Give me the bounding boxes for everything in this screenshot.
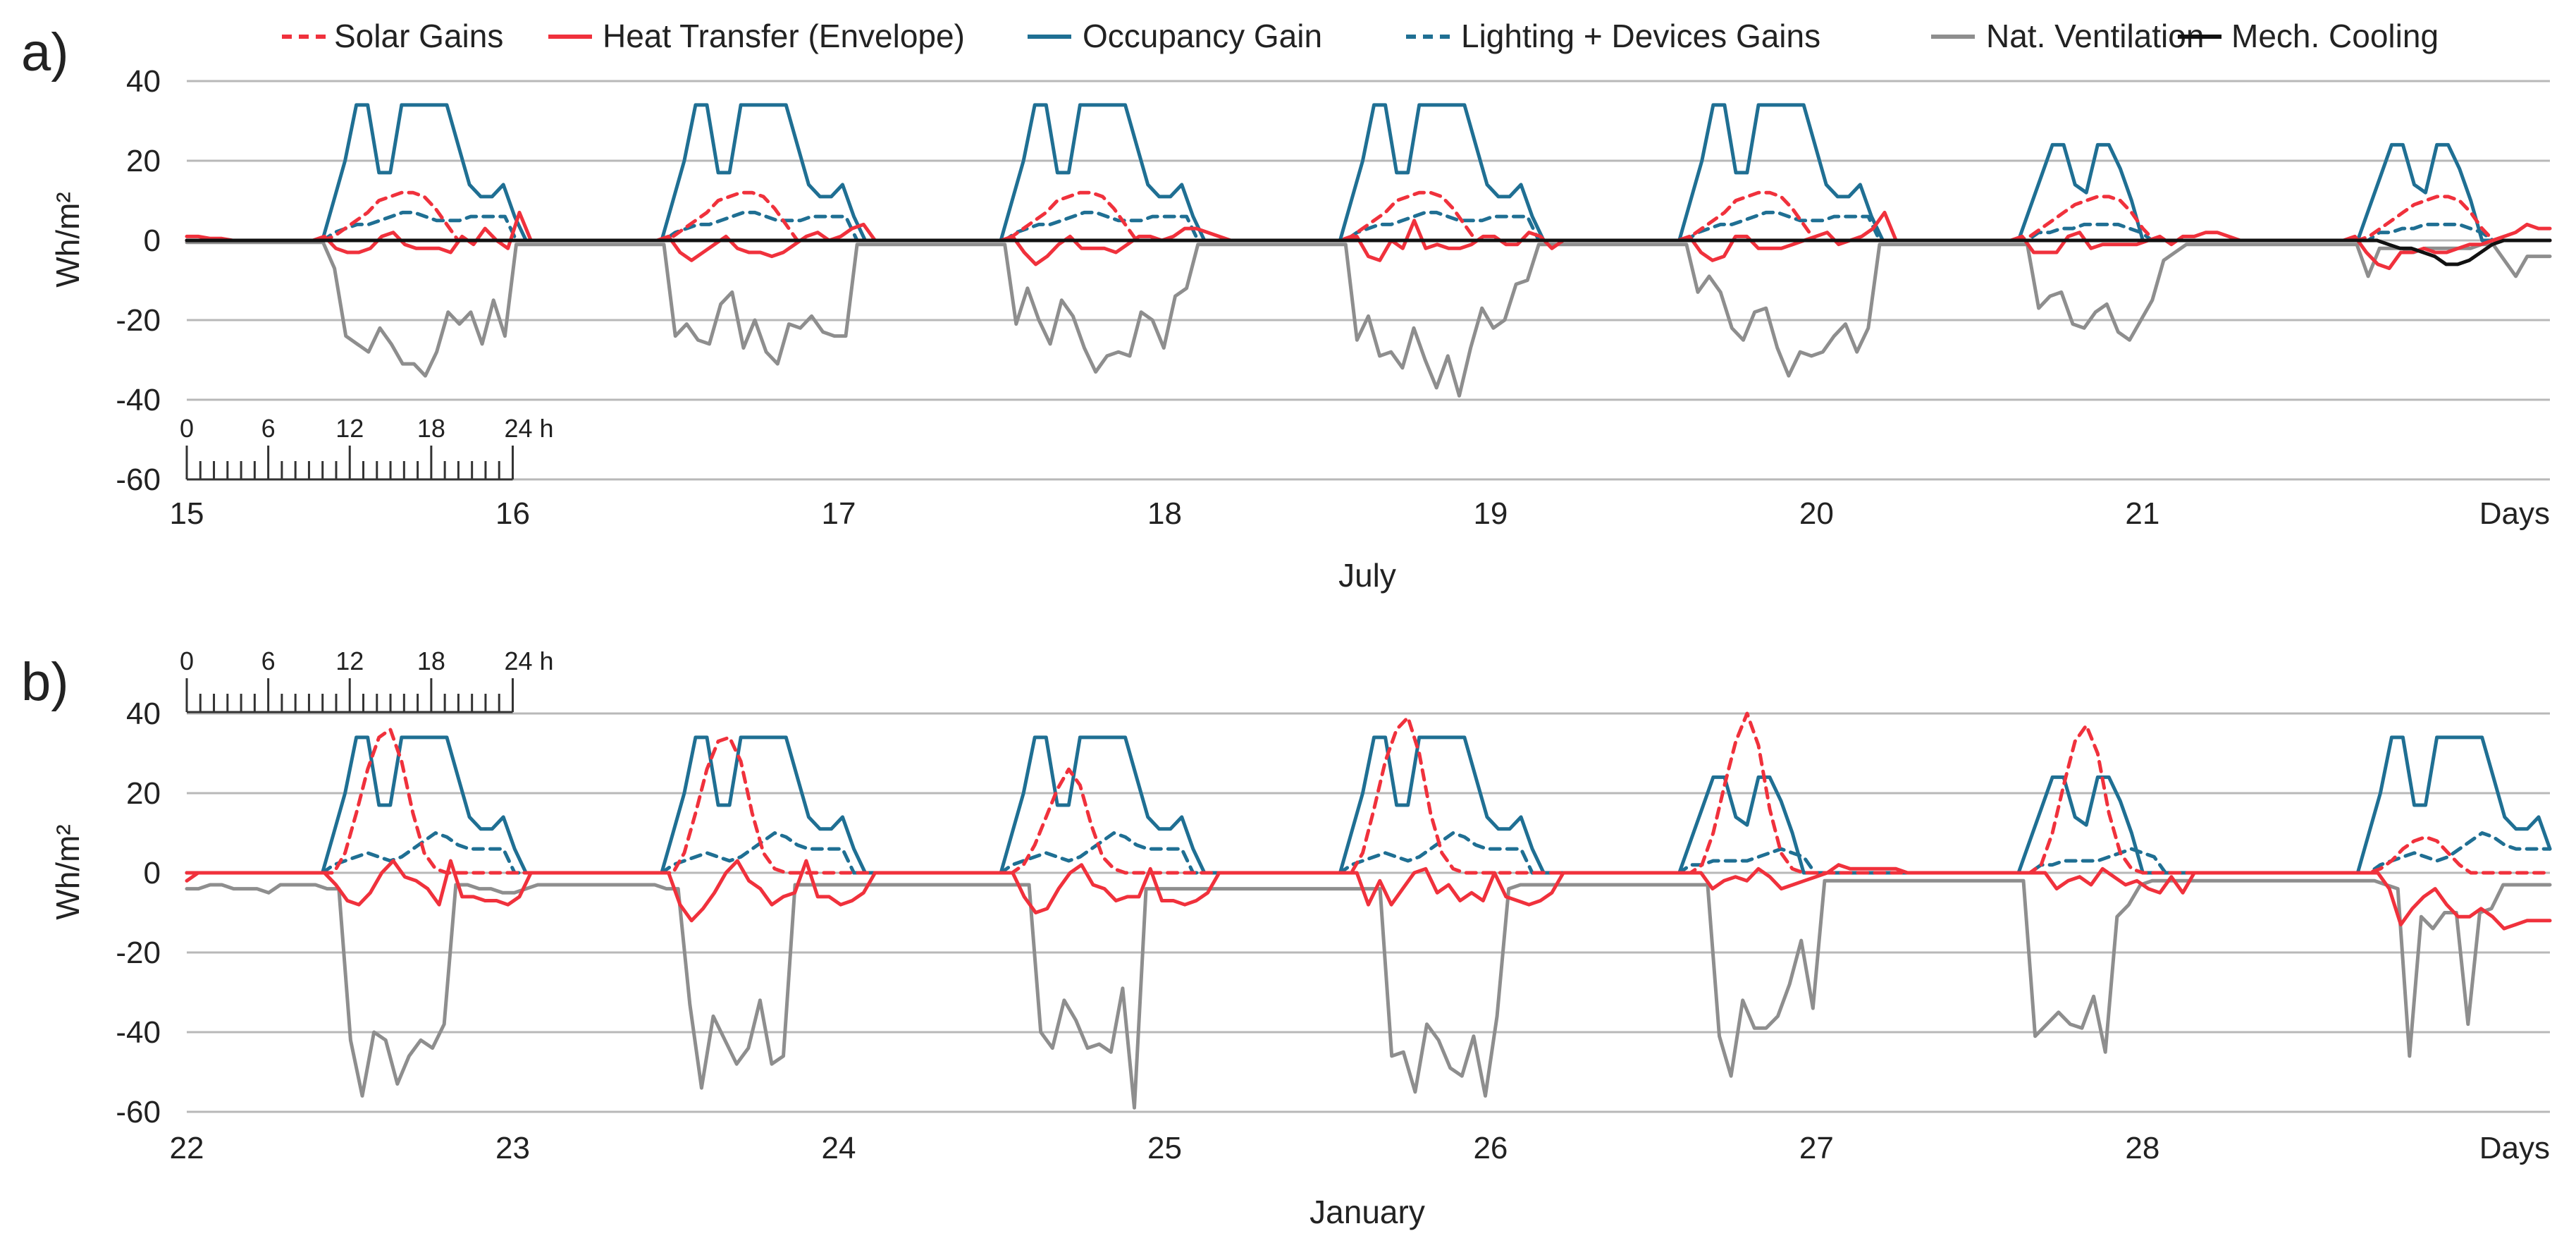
y-axis-label: Wh/m² <box>49 192 86 287</box>
hour-scale-label: 24 h <box>504 414 553 443</box>
x-tick-label: 19 <box>1473 496 1508 531</box>
x-tick-label: 16 <box>495 496 530 531</box>
legend: Solar Gains Heat Transfer (Envelope) Occ… <box>282 18 2439 54</box>
y-tick-label: 20 <box>126 776 161 811</box>
hour-scale-label: 18 <box>417 647 445 675</box>
x-unit-label: Days <box>2479 1131 2550 1165</box>
y-tick-label: -20 <box>116 303 161 338</box>
x-tick-labels: 15 16 17 18 19 20 21 <box>170 496 2160 531</box>
x-tick-label: 28 <box>2125 1131 2159 1165</box>
x-tick-label: 25 <box>1147 1131 1182 1165</box>
panel-label: b) <box>21 652 69 712</box>
y-tick-label: 0 <box>144 856 161 890</box>
series-group <box>185 103 2552 398</box>
nat-ventilation-line <box>185 878 2552 1110</box>
x-tick-label: 18 <box>1147 496 1182 531</box>
y-axis-label: Wh/m² <box>49 824 86 919</box>
legend-label: Nat. Ventilation <box>1986 18 2204 54</box>
x-tick-label: 22 <box>170 1131 204 1165</box>
hour-scale: 0 6 12 18 24 h <box>180 414 554 481</box>
legend-item-nat-ventilation: Nat. Ventilation <box>1931 18 2204 54</box>
y-tick-label: 40 <box>126 697 161 731</box>
y-tick-labels: 40 20 0 -20 -40 -60 <box>116 697 161 1129</box>
panel-label: a) <box>21 23 69 82</box>
legend-item-heat-transfer: Heat Transfer (Envelope) <box>548 18 965 54</box>
y-tick-labels: 40 20 0 -20 -40 -60 <box>116 64 161 497</box>
hour-scale-label: 0 <box>180 414 194 443</box>
y-tick-label: 20 <box>126 144 161 178</box>
y-tick-label: -40 <box>116 1015 161 1050</box>
legend-label: Occupancy Gain <box>1083 18 1322 54</box>
legend-item-solar-gains: Solar Gains <box>282 18 503 54</box>
series-group <box>185 711 2552 1110</box>
y-tick-label: 0 <box>144 223 161 258</box>
x-tick-label: 27 <box>1799 1131 1834 1165</box>
x-axis-label: January <box>1309 1194 1425 1230</box>
x-tick-label: 24 <box>821 1131 856 1165</box>
occupancy-gain-line <box>185 103 2552 243</box>
y-tick-label: 40 <box>126 64 161 99</box>
nat-ventilation-line <box>185 240 2552 398</box>
legend-label: Heat Transfer (Envelope) <box>603 18 965 54</box>
y-tick-label: -40 <box>116 383 161 417</box>
hour-scale-label: 12 <box>335 647 364 675</box>
hour-scale-label: 12 <box>335 414 364 443</box>
hour-scale: 0 6 12 18 24 h <box>180 647 554 713</box>
y-tick-label: -60 <box>116 1095 161 1129</box>
legend-item-lighting-devices: Lighting + Devices Gains <box>1406 18 1820 54</box>
x-tick-label: 26 <box>1473 1131 1508 1165</box>
hour-scale-label: 24 h <box>504 647 553 675</box>
hour-scale-label: 0 <box>180 647 194 675</box>
occupancy-gain-line <box>185 735 2552 875</box>
legend-item-mech-cooling: Mech. Cooling <box>2178 18 2439 54</box>
x-axis-label: July <box>1338 557 1396 594</box>
lighting-devices-line <box>185 831 2552 875</box>
x-tick-label: 23 <box>495 1131 530 1165</box>
x-tick-label: 17 <box>821 496 856 531</box>
x-unit-label: Days <box>2479 496 2550 531</box>
mech-cooling-line <box>185 238 2552 266</box>
hour-scale-label: 18 <box>417 414 445 443</box>
legend-label: Solar Gains <box>334 18 503 54</box>
y-tick-label: -60 <box>116 462 161 497</box>
legend-label: Mech. Cooling <box>2231 18 2439 54</box>
x-tick-label: 15 <box>170 496 204 531</box>
hour-scale-label: 6 <box>261 414 276 443</box>
x-tick-label: 20 <box>1799 496 1834 531</box>
x-tick-label: 21 <box>2125 496 2159 531</box>
legend-label: Lighting + Devices Gains <box>1461 18 1820 54</box>
x-tick-labels: 22 23 24 25 26 27 28 <box>170 1131 2160 1165</box>
hour-scale-label: 6 <box>261 647 276 675</box>
legend-item-occupancy-gain: Occupancy Gain <box>1028 18 1322 54</box>
y-tick-label: -20 <box>116 936 161 970</box>
heat-transfer-line <box>185 859 2552 931</box>
solar-gains-line <box>185 190 2552 243</box>
